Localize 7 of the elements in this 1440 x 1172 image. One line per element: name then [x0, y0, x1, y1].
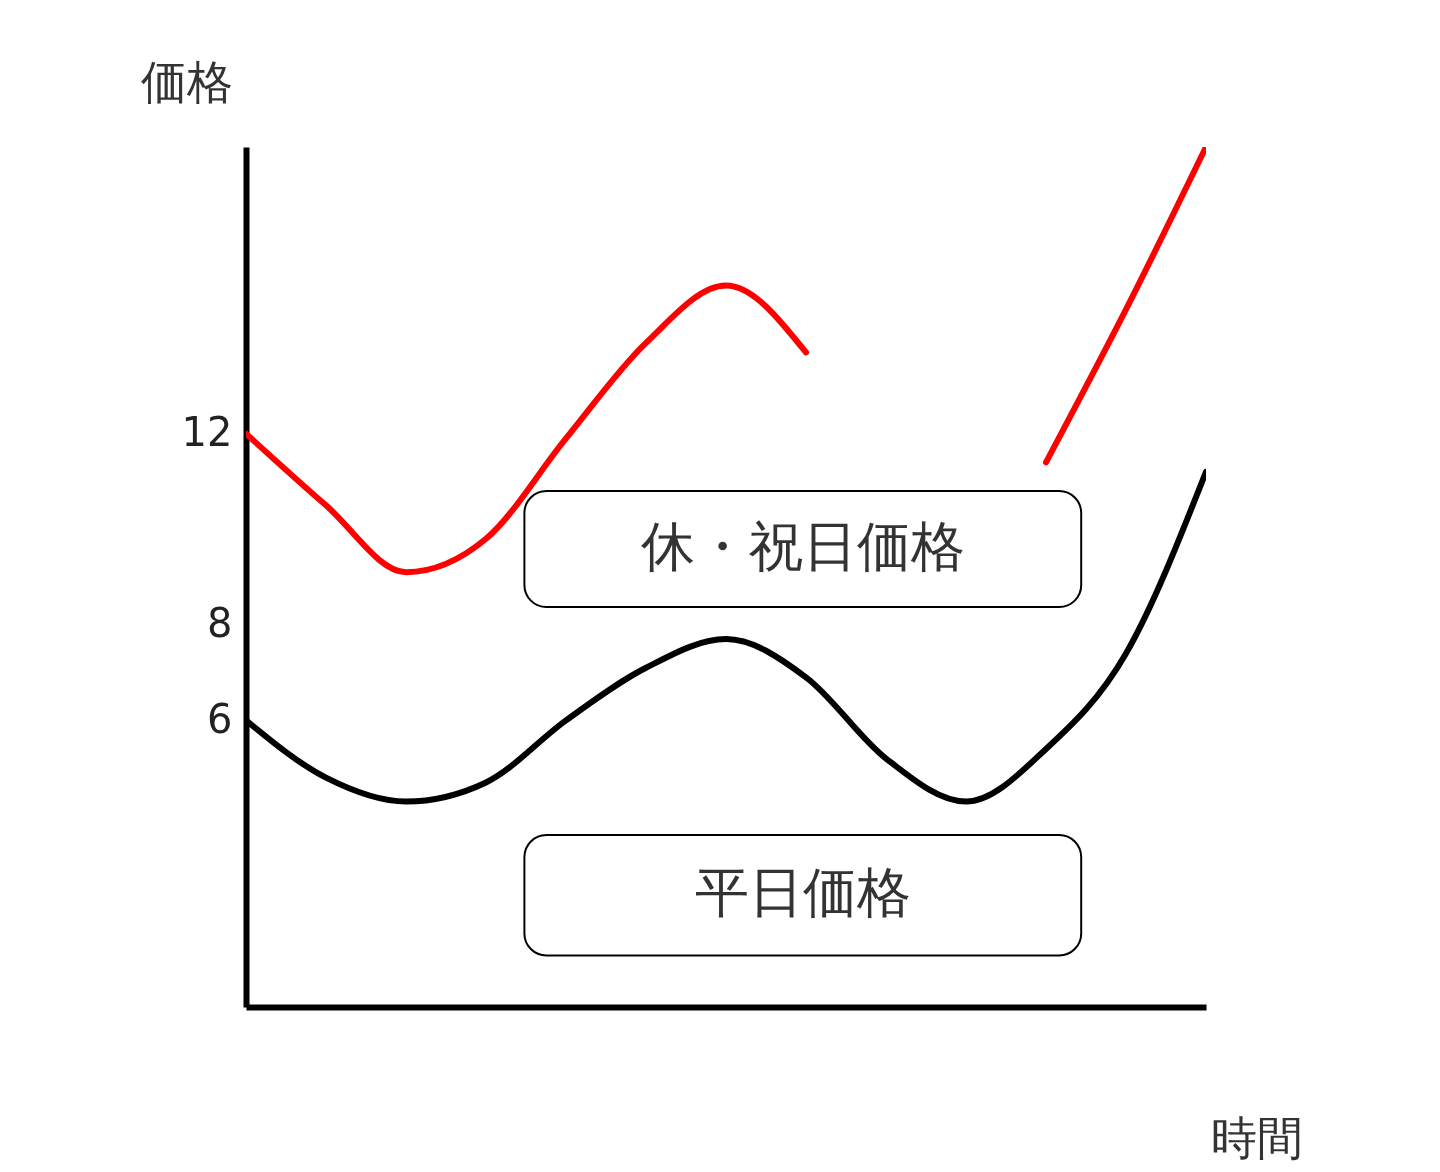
series-label: 平日価格: [694, 861, 911, 925]
y-axis-title: 価格: [140, 54, 233, 109]
x-axis-title: 時間: [1210, 1110, 1303, 1165]
y-tick-label: 6: [207, 695, 233, 742]
y-tick-label: 12: [181, 409, 233, 456]
y-tick-label: 8: [207, 600, 233, 647]
series-label: 休・祝日価格: [640, 515, 965, 579]
